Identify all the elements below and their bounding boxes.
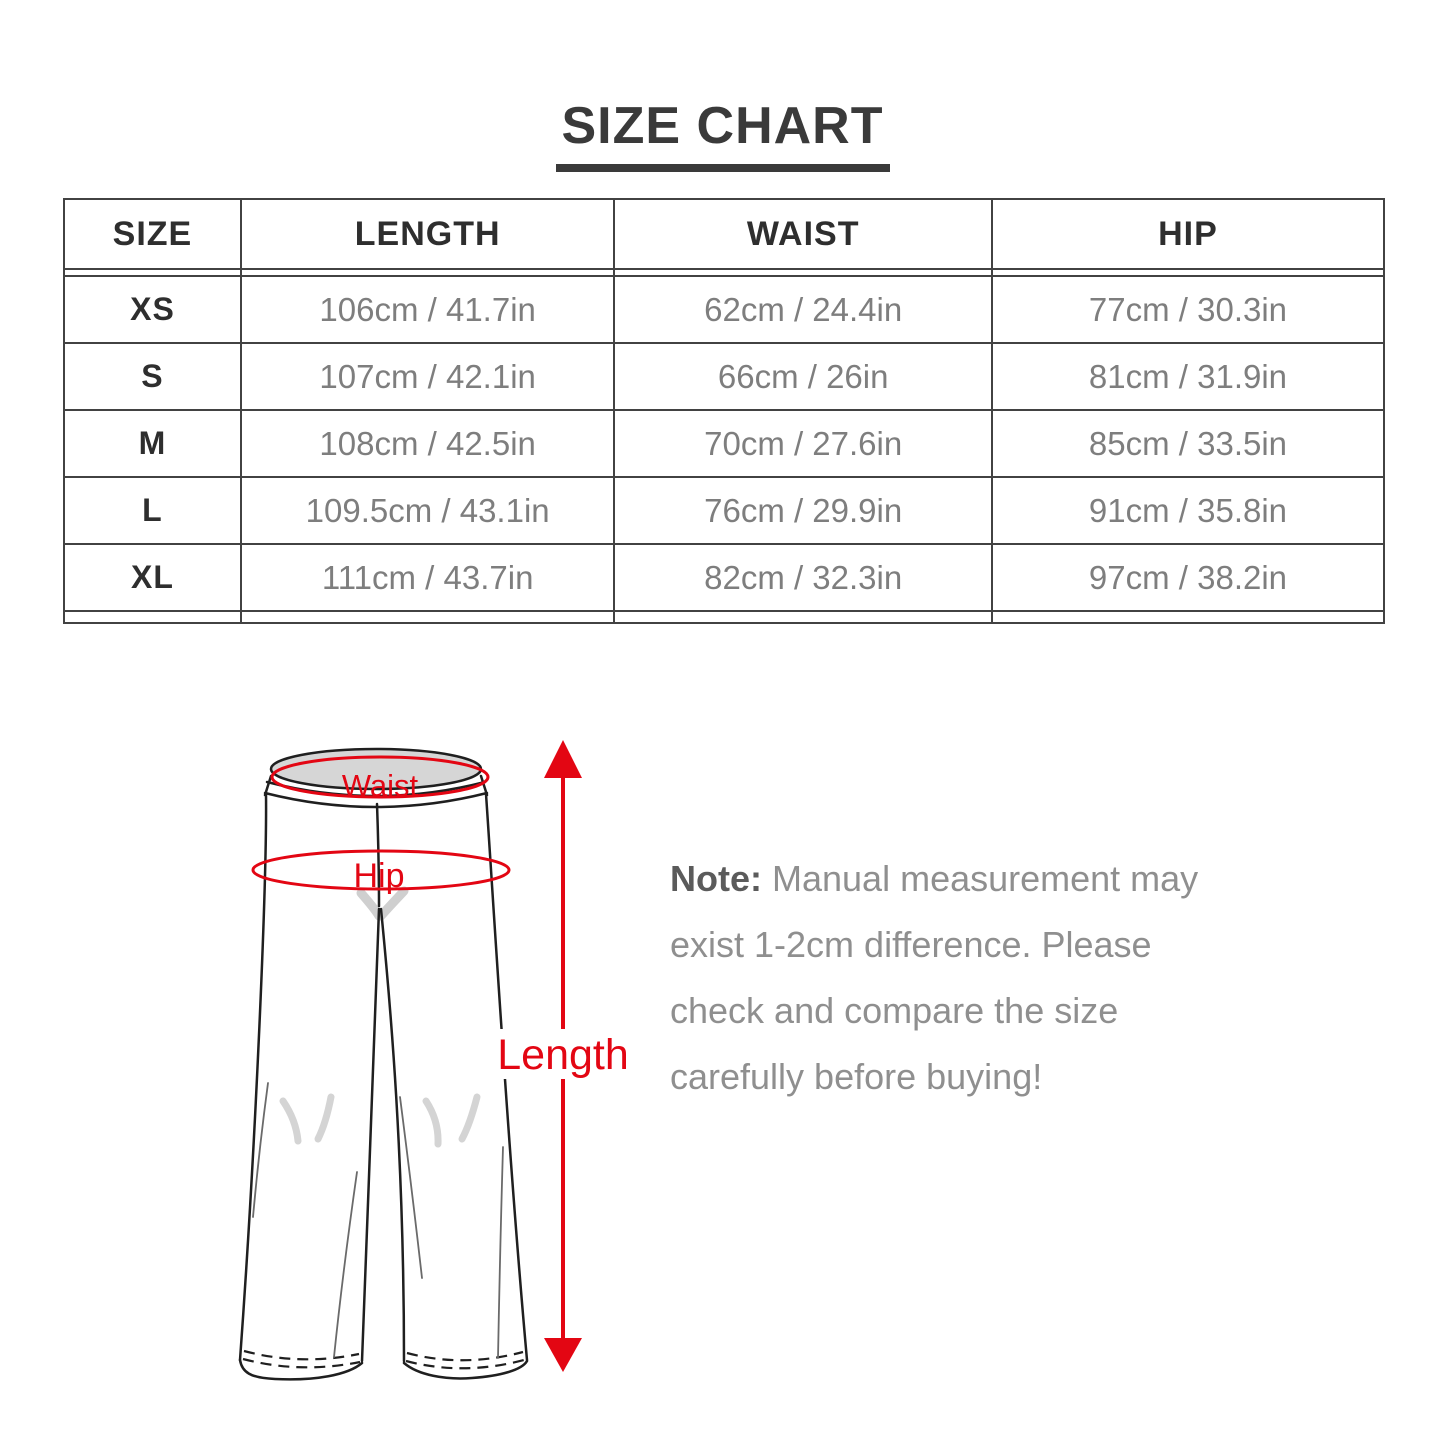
table-row-l: L 109.5cm / 43.1in 76cm / 29.9in 91cm / … xyxy=(63,476,1386,545)
right-hem xyxy=(402,1359,529,1380)
crotch-shadow xyxy=(356,888,384,921)
left-leg-outline xyxy=(238,792,268,1362)
length-value: 109.5cm / 43.1in xyxy=(239,476,616,545)
waist-value: 66cm / 26in xyxy=(613,342,993,411)
label-backdrop xyxy=(498,1029,628,1079)
length-label: Length xyxy=(497,1031,629,1079)
arrowhead-up-icon xyxy=(544,740,582,778)
arrowhead-down-icon xyxy=(544,1338,582,1372)
length-value: 106cm / 41.7in xyxy=(239,275,616,344)
fabric-fold-line xyxy=(497,1146,504,1359)
size-value: M xyxy=(63,409,242,478)
knee-crease xyxy=(314,1093,335,1143)
table-row-xs: XS 106cm / 41.7in 62cm / 24.4in 77cm / 3… xyxy=(63,275,1386,344)
hip-value: 81cm / 31.9in xyxy=(990,342,1386,411)
column-header-size: SIZE xyxy=(63,198,242,270)
hem-stitching xyxy=(243,1349,360,1361)
hip-value: 97cm / 38.2in xyxy=(990,543,1386,612)
table-row-s: S 107cm / 42.1in 66cm / 26in 81cm / 31.9… xyxy=(63,342,1386,411)
table-row-xl: XL 111cm / 43.7in 82cm / 32.3in 97cm / 3… xyxy=(63,543,1386,612)
size-table-container: SIZE LENGTH WAIST HIP XS 106cm / 41.7in … xyxy=(63,198,1386,624)
table-header-row: SIZE LENGTH WAIST HIP xyxy=(63,198,1386,270)
hip-measure-ellipse xyxy=(251,849,511,891)
note-line: exist 1-2cm difference. Please xyxy=(670,924,1152,965)
length-value: 111cm / 43.7in xyxy=(239,543,616,612)
knee-crease xyxy=(458,1093,481,1143)
page-header: SIZE CHART xyxy=(0,96,1445,172)
fabric-fold-line xyxy=(333,1171,358,1358)
column-header-waist: WAIST xyxy=(613,198,993,270)
measurement-note: Note: Manual measurement may exist 1-2cm … xyxy=(670,846,1260,1110)
table-divider-row xyxy=(63,268,1386,277)
pants-measurement-diagram: Waist Hip Length xyxy=(238,740,629,1381)
note-text: Manual measurement may xyxy=(772,858,1199,899)
hem-stitching xyxy=(405,1358,525,1370)
center-front-seam xyxy=(375,802,381,908)
page-title: SIZE CHART xyxy=(555,96,890,172)
waist-label: Waist xyxy=(342,768,419,803)
waistband-side xyxy=(479,774,489,797)
hip-label: Hip xyxy=(353,857,404,895)
length-arrow: Length xyxy=(497,740,629,1372)
waist-value: 70cm / 27.6in xyxy=(613,409,993,478)
left-hem xyxy=(238,1358,364,1381)
column-header-length: LENGTH xyxy=(239,198,616,270)
waist-measure-ellipse xyxy=(270,755,490,799)
hem-stitching xyxy=(242,1357,361,1369)
fabric-fold-line xyxy=(252,1082,269,1218)
right-inseam xyxy=(379,907,406,1363)
hip-value: 91cm / 35.8in xyxy=(990,476,1386,545)
left-inseam xyxy=(360,907,381,1363)
size-value: L xyxy=(63,476,242,545)
hip-value: 85cm / 33.5in xyxy=(990,409,1386,478)
fabric-fold-line xyxy=(399,1096,423,1279)
hip-value: 77cm / 30.3in xyxy=(990,275,1386,344)
hem-stitching xyxy=(406,1350,524,1362)
note-line: check and compare the size xyxy=(670,990,1119,1031)
waist-value: 62cm / 24.4in xyxy=(613,275,993,344)
size-value: XS xyxy=(63,275,242,344)
table-row-m: M 108cm / 42.5in 70cm / 27.6in 85cm / 33… xyxy=(63,409,1386,478)
column-header-hip: HIP xyxy=(990,198,1386,270)
note-label: Note: xyxy=(670,858,762,899)
knee-crease xyxy=(279,1097,302,1145)
waistband-side xyxy=(263,774,273,797)
waist-value: 82cm / 32.3in xyxy=(613,543,993,612)
table-divider-row xyxy=(63,610,1386,624)
knee-crease xyxy=(422,1097,442,1148)
note-line: carefully before buying! xyxy=(670,1056,1043,1097)
size-table: SIZE LENGTH WAIST HIP XS 106cm / 41.7in … xyxy=(63,198,1386,624)
waist-value: 76cm / 29.9in xyxy=(613,476,993,545)
note-line: Note: Manual measurement may xyxy=(670,846,1260,912)
size-value: XL xyxy=(63,543,242,612)
length-value: 108cm / 42.5in xyxy=(239,409,616,478)
size-value: S xyxy=(63,342,242,411)
length-value: 107cm / 42.1in xyxy=(239,342,616,411)
